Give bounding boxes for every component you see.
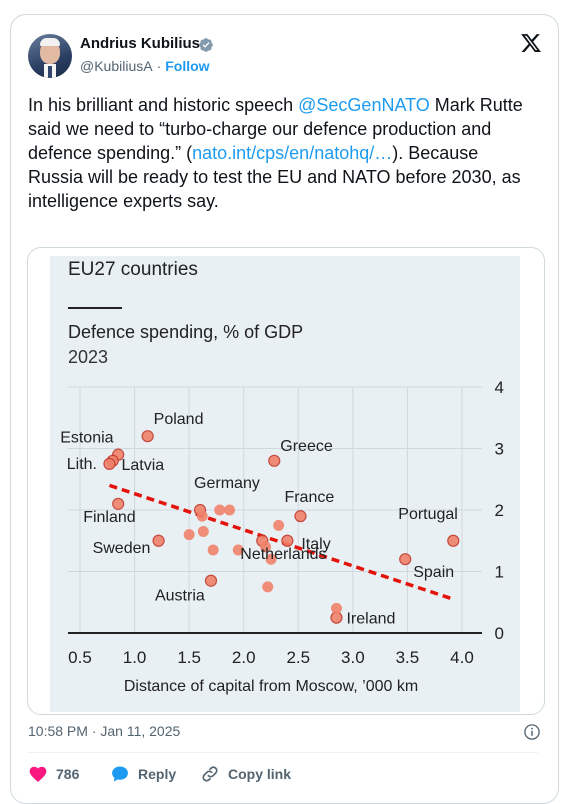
scatter-plot: 0.5 1.0 1.5 2.0 2.5 3.0 3.5 4.0 0 1 2 3 4 Estonia Pola… (60, 378, 504, 695)
point-label: France (284, 489, 334, 506)
point-label: Germany (194, 475, 260, 492)
chart-title: EU27 countries (68, 259, 198, 280)
data-point (399, 553, 412, 566)
copy-link-label: Copy link (228, 766, 292, 782)
point-label: Austria (155, 588, 205, 605)
link-icon (202, 766, 218, 782)
follow-button[interactable]: Follow (165, 58, 210, 74)
tweet-text-part: In his brilliant and historic speech (28, 95, 299, 115)
data-point (183, 529, 195, 541)
x-tick-label: 3.0 (341, 648, 365, 667)
point-label: Spain (413, 564, 454, 581)
data-point (262, 581, 274, 593)
point-label: Lith. (67, 456, 97, 473)
data-point (214, 504, 226, 516)
divider (28, 752, 538, 753)
reply-icon (112, 766, 128, 782)
url-link[interactable]: nato.int/cps/en/natohq/… (192, 143, 393, 163)
copy-link-button[interactable]: Copy link (200, 764, 291, 784)
data-point (265, 553, 277, 565)
x-tick-label: 0.5 (68, 648, 92, 667)
y-tick-label: 1 (495, 563, 504, 582)
x-tick-label: 1.5 (177, 648, 201, 667)
chart-title-rule (68, 307, 122, 309)
x-logo-icon[interactable] (520, 32, 542, 54)
point-label: Ireland (346, 611, 395, 628)
data-point (273, 519, 285, 531)
point-label: Sweden (93, 540, 151, 557)
data-point (197, 526, 209, 538)
verified-badge-icon (199, 38, 213, 52)
chart-background (50, 256, 520, 712)
y-tick-label: 4 (495, 378, 504, 397)
x-tick-label: 3.5 (396, 648, 420, 667)
x-tick-label: 1.0 (123, 648, 147, 667)
timestamp[interactable]: 10:58 PM · Jan 11, 2025 (28, 723, 181, 739)
data-point (268, 454, 281, 467)
x-tick-label: 2.5 (286, 648, 310, 667)
data-point (103, 457, 116, 470)
point-label: Italy (301, 536, 330, 553)
y-tick-label: 0 (495, 624, 504, 643)
point-label: Latvia (121, 457, 164, 474)
data-point (260, 541, 272, 553)
data-point (330, 602, 342, 614)
point-label: Netherlands (240, 546, 326, 563)
data-point (152, 534, 165, 547)
like-count: 786 (56, 766, 80, 782)
mention-link[interactable]: @SecGenNATO (298, 95, 430, 115)
y-tick-label: 2 (495, 501, 504, 520)
author-handle[interactable]: @KubiliusA (80, 58, 153, 74)
data-point (112, 497, 125, 510)
point-label: Greece (280, 438, 333, 455)
point-label: Estonia (60, 430, 113, 447)
point-label: Portugal (398, 506, 458, 523)
x-tick-label: 4.0 (450, 648, 474, 667)
data-point (207, 544, 219, 556)
x-tick-label: 2.0 (232, 648, 256, 667)
data-point (281, 534, 294, 547)
data-point (204, 574, 218, 587)
data-point (294, 510, 307, 523)
point-label: Poland (154, 411, 204, 428)
data-point (196, 510, 208, 522)
author-name[interactable]: Andrius Kubilius (80, 35, 200, 52)
info-icon[interactable] (523, 723, 541, 741)
separator-dot: · (156, 58, 162, 74)
avatar[interactable] (28, 34, 72, 78)
data-point (141, 430, 154, 443)
trend-line (108, 483, 454, 601)
reply-button[interactable]: Reply (110, 764, 176, 784)
data-point (224, 504, 236, 516)
data-point (232, 544, 244, 556)
point-label: Finland (83, 509, 135, 526)
chart-subtitle: Defence spending, % of GDP (68, 322, 304, 342)
x-axis-title: Distance of capital from Moscow, ’000 km (124, 678, 418, 695)
heart-icon (29, 766, 47, 782)
data-point (447, 534, 460, 547)
tweet-text: In his brilliant and historic speech @Se… (28, 93, 538, 213)
tweet-text-part: Mark Rutte said we need to “turbo-charge… (28, 95, 523, 163)
chart-year: 2023 (68, 347, 109, 367)
author-handle-row: @KubiliusA · Follow (80, 58, 210, 74)
like-button[interactable]: 786 (28, 764, 79, 784)
chart-image[interactable]: EU27 countries Defence spending, % of GD… (27, 247, 545, 715)
tweet-text-part: ). Because Russia will be ready to test … (28, 143, 521, 211)
reply-label: Reply (138, 766, 177, 782)
y-tick-label: 3 (495, 440, 504, 459)
